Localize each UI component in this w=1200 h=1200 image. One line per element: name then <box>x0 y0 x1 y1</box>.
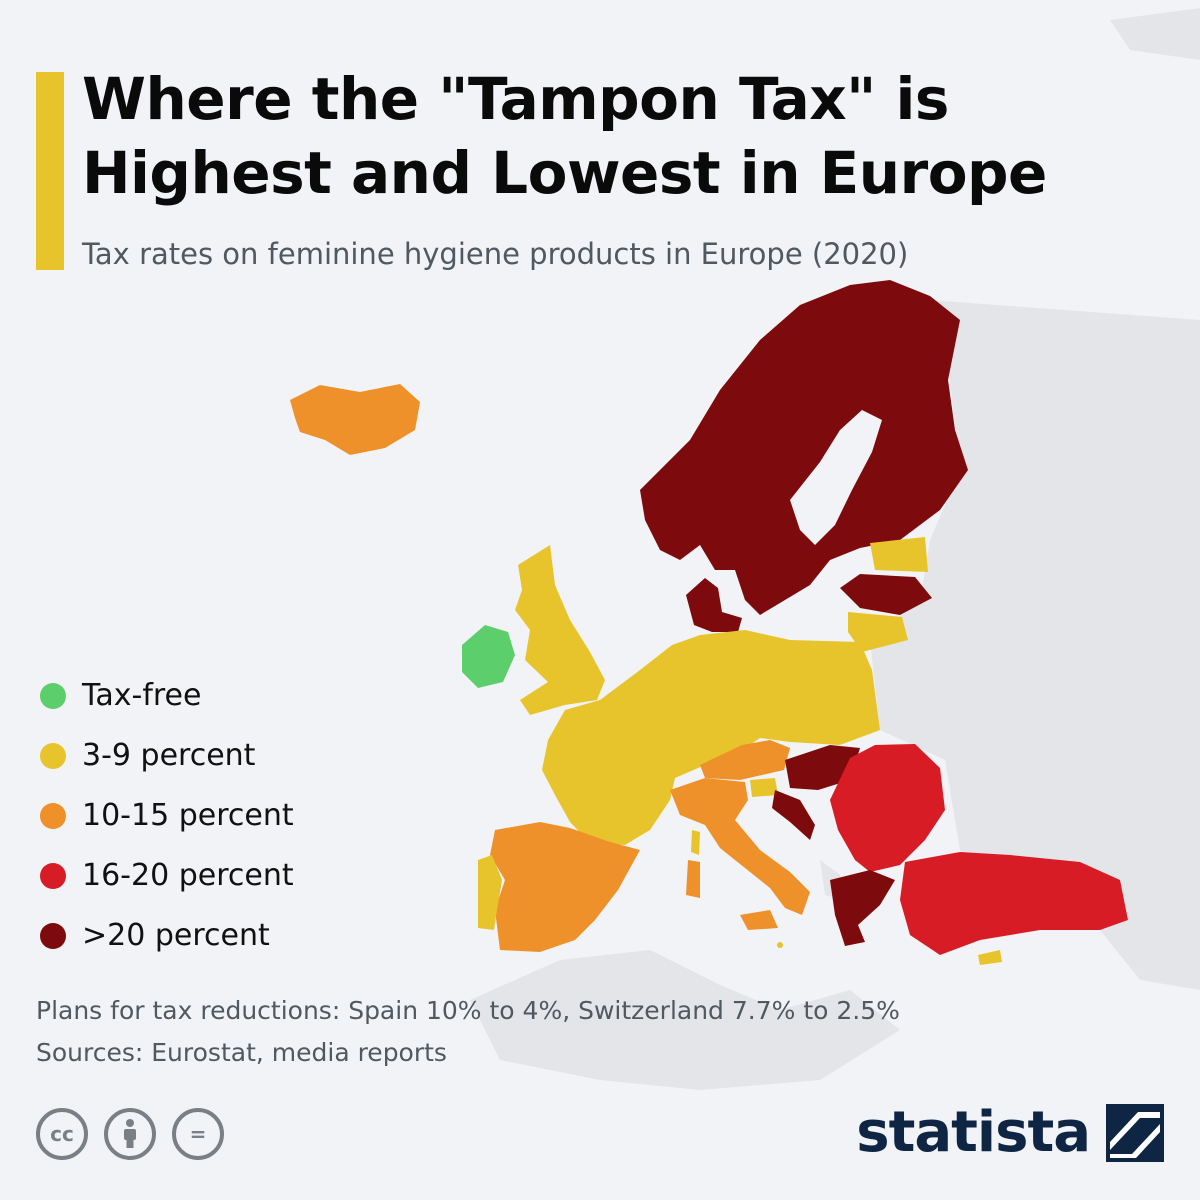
region-sardinia <box>686 860 700 898</box>
region-greece <box>830 870 895 946</box>
legend-dot <box>40 743 66 769</box>
region-scandinavia <box>640 280 968 615</box>
region-croatia <box>772 790 815 840</box>
notes: Plans for tax reductions: Spain 10% to 4… <box>36 990 900 1074</box>
region-denmark <box>686 578 742 632</box>
title-accent-bar <box>36 72 64 270</box>
region-corsica <box>691 830 700 855</box>
region-malta <box>777 942 783 948</box>
region-latvia <box>840 574 932 615</box>
region-spain <box>490 822 640 952</box>
legend-dot <box>40 803 66 829</box>
region-slovenia <box>750 778 778 797</box>
no-derivatives-icon[interactable]: = <box>172 1108 224 1160</box>
region-austria <box>700 740 790 780</box>
legend-label: >20 percent <box>82 918 270 953</box>
legend-label: Tax-free <box>82 678 202 713</box>
legend-dot <box>40 863 66 889</box>
title-line-1: Where the "Tampon Tax" is <box>82 65 949 133</box>
region-portugal <box>478 855 502 930</box>
region-turkey <box>900 852 1128 955</box>
legend-label: 10-15 percent <box>82 798 294 833</box>
region-estonia <box>870 537 928 572</box>
region-iceland <box>290 384 420 455</box>
title-line-2: Highest and Lowest in Europe <box>82 139 1047 207</box>
statista-brand[interactable]: statista <box>856 1098 1164 1168</box>
legend-label: 16-20 percent <box>82 858 294 893</box>
gulf-of-bothnia <box>790 410 882 545</box>
region-sicily <box>740 910 778 930</box>
license-icons: cc = <box>36 1108 224 1160</box>
region-ireland <box>462 625 515 688</box>
legend-label: 3-9 percent <box>82 738 256 773</box>
region-uk <box>515 545 605 715</box>
page-title: Where the "Tampon Tax" is Highest and Lo… <box>82 62 1182 210</box>
sources-note: Sources: Eurostat, media reports <box>36 1038 447 1067</box>
creative-commons-icon[interactable]: cc <box>36 1108 88 1160</box>
attribution-person-icon[interactable] <box>104 1108 156 1160</box>
legend-dot <box>40 923 66 949</box>
region-central-western-europe <box>542 630 880 845</box>
statista-logo-icon <box>1106 1104 1164 1162</box>
page-subtitle: Tax rates on feminine hygiene products i… <box>82 237 909 271</box>
region-italy <box>670 778 810 915</box>
region-lithuania <box>848 612 908 652</box>
tax-reduction-note: Plans for tax reductions: Spain 10% to 4… <box>36 996 900 1025</box>
region-cyprus <box>978 950 1002 965</box>
region-romania-bulgaria-serbia <box>830 744 945 872</box>
brand-name: statista <box>856 1100 1091 1165</box>
legend-dot <box>40 683 66 709</box>
